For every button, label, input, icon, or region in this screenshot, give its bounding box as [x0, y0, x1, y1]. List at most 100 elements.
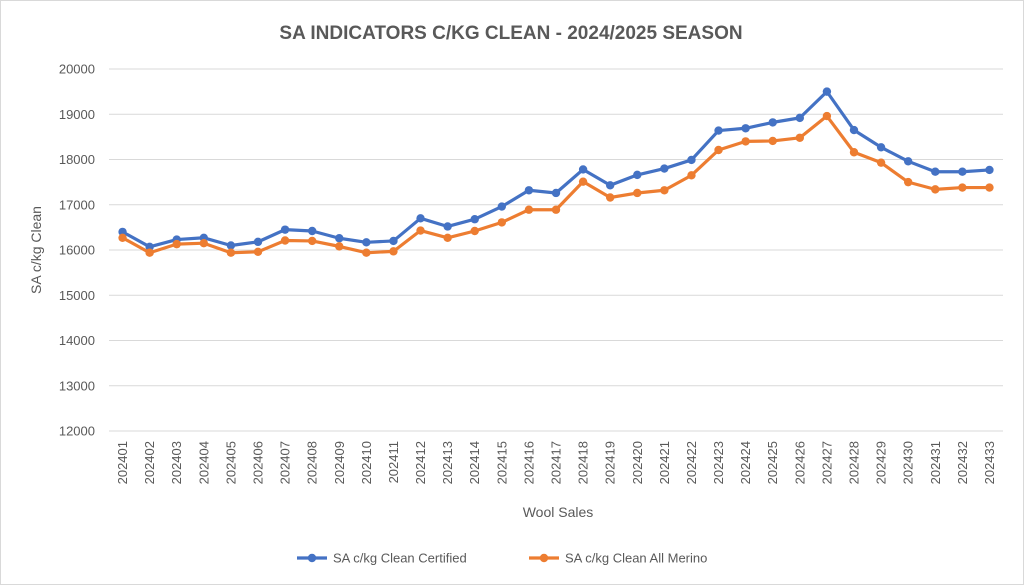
x-tick-label: 202412 — [413, 441, 428, 484]
data-point — [958, 167, 967, 176]
data-point — [578, 177, 588, 186]
data-point — [145, 242, 154, 252]
x-axis-label: Wool Sales — [523, 504, 594, 520]
x-tick-label: 202431 — [928, 441, 943, 484]
data-point — [470, 226, 479, 236]
legend-item: SA c/kg Clean Certified — [297, 551, 467, 566]
data-point — [903, 177, 913, 187]
y-tick-label: 12000 — [59, 424, 95, 439]
data-point — [307, 226, 317, 236]
x-tick-label: 202406 — [251, 441, 266, 484]
y-tick-label: 20000 — [59, 62, 95, 77]
data-point — [687, 155, 696, 165]
data-point — [118, 233, 127, 242]
x-tick-label: 202416 — [521, 441, 536, 484]
data-point — [985, 165, 994, 175]
x-tick-label: 202433 — [982, 441, 997, 484]
x-tick-label: 202422 — [684, 441, 699, 484]
x-tick-label: 202409 — [332, 441, 347, 484]
data-point — [876, 143, 886, 152]
series-2 — [118, 111, 994, 257]
data-point — [307, 236, 317, 246]
x-tick-label: 202414 — [467, 441, 482, 484]
y-tick-label: 14000 — [59, 333, 95, 348]
data-point — [714, 145, 723, 155]
data-point — [876, 158, 886, 167]
y-tick-label: 19000 — [59, 107, 95, 122]
data-point — [226, 241, 236, 250]
data-point — [633, 188, 642, 198]
x-tick-label: 202403 — [169, 441, 184, 484]
data-point — [524, 186, 534, 195]
x-tick-label: 202407 — [278, 441, 293, 484]
data-point — [849, 148, 859, 157]
data-point — [335, 234, 344, 243]
x-tick-label: 202408 — [305, 441, 320, 484]
data-point — [172, 239, 181, 249]
data-point — [416, 226, 425, 235]
data-point — [931, 185, 940, 194]
x-tick-label: 202424 — [738, 441, 753, 484]
x-tick-label: 202417 — [549, 441, 564, 484]
data-point — [795, 113, 805, 123]
data-point — [551, 188, 561, 198]
x-tick-label: 202419 — [603, 441, 618, 484]
x-tick-label: 202428 — [847, 441, 862, 484]
data-point — [849, 125, 859, 135]
y-axis-label: SA c/kg Clean — [28, 206, 44, 294]
x-tick-label: 202429 — [874, 441, 889, 484]
x-tick-label: 202411 — [386, 441, 401, 483]
data-point — [389, 247, 398, 256]
data-point — [768, 136, 777, 146]
data-point — [362, 238, 371, 247]
x-tick-label: 202421 — [657, 441, 672, 484]
legend-label: SA c/kg Clean All Merino — [565, 551, 707, 566]
x-tick-label: 202415 — [494, 441, 509, 484]
data-point — [253, 247, 263, 257]
series-line — [120, 114, 992, 255]
data-point — [985, 183, 994, 192]
y-tick-label: 13000 — [59, 378, 95, 393]
data-point — [660, 186, 669, 195]
data-point — [822, 87, 832, 96]
data-point — [416, 214, 425, 223]
y-tick-label: 15000 — [59, 288, 95, 303]
data-point — [443, 222, 452, 231]
x-tick-label: 202405 — [223, 441, 238, 484]
data-point — [118, 227, 127, 237]
series-layer — [118, 87, 994, 257]
chart-title: SA INDICATORS C/KG CLEAN - 2024/2025 SEA… — [279, 23, 742, 44]
x-tick-label: 202418 — [576, 441, 591, 484]
data-point — [335, 242, 344, 251]
data-point — [389, 236, 398, 246]
data-point — [253, 237, 263, 247]
data-point — [822, 111, 832, 121]
x-tick-label: 202425 — [765, 441, 780, 484]
series-1 — [118, 87, 994, 252]
y-tick-label: 17000 — [59, 197, 95, 212]
y-axis-ticks: 12000 13000 14000 15000 16000 17000 18000 19000… — [59, 62, 95, 439]
data-point — [199, 239, 209, 248]
data-point — [470, 215, 479, 224]
data-point — [714, 126, 723, 135]
data-point — [605, 181, 615, 190]
series-line — [120, 90, 992, 249]
data-point — [903, 157, 913, 166]
data-point — [226, 248, 236, 257]
legend-marker — [307, 553, 317, 563]
data-point — [497, 218, 507, 227]
data-point — [687, 171, 696, 180]
legend-marker — [539, 553, 549, 563]
data-point — [524, 205, 534, 214]
data-point — [497, 202, 507, 211]
data-point — [443, 233, 452, 242]
x-tick-label: 202426 — [792, 441, 807, 484]
x-tick-label: 202427 — [819, 441, 834, 484]
data-point — [578, 165, 588, 174]
x-tick-label: 202430 — [901, 441, 916, 484]
x-tick-label: 202402 — [142, 441, 157, 484]
data-point — [605, 193, 615, 202]
legend: SA c/kg Clean Certified SA c/kg Clean All… — [297, 551, 707, 566]
